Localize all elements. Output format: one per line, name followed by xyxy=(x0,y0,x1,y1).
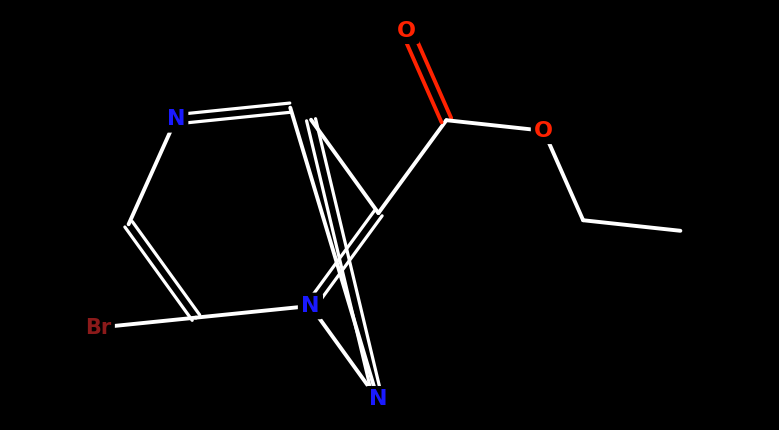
Text: N: N xyxy=(368,389,387,409)
Text: Br: Br xyxy=(86,317,111,338)
Text: O: O xyxy=(397,21,416,41)
Text: O: O xyxy=(534,121,553,141)
Text: N: N xyxy=(301,296,319,316)
Text: N: N xyxy=(167,109,185,129)
